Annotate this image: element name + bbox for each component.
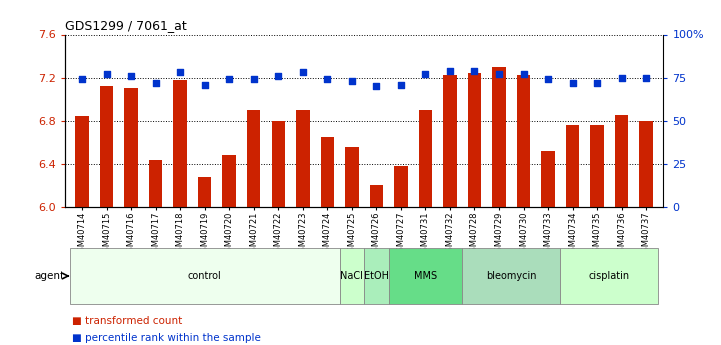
Bar [340,248,364,304]
Text: NaCl: NaCl [340,271,363,281]
Point [542,77,554,82]
Point [420,71,431,77]
Bar [389,248,462,304]
Point [469,68,480,73]
Point [395,82,407,87]
Text: EtOH: EtOH [364,271,389,281]
Point [101,71,112,77]
Text: bleomycin: bleomycin [486,271,536,281]
Bar [615,115,629,207]
Point [322,77,333,82]
Bar [590,125,604,207]
Bar [462,248,560,304]
Bar [296,110,309,207]
Bar [75,117,89,207]
Bar [566,125,579,207]
Point [150,80,162,86]
Point [640,75,652,80]
Bar [149,159,162,207]
Text: cisplatin: cisplatin [589,271,630,281]
Point [248,77,260,82]
Point [125,73,137,79]
Point [616,75,627,80]
Point [493,71,505,77]
Bar [345,147,358,207]
Point [371,83,382,89]
Bar [492,67,505,207]
Point [518,71,529,77]
Bar [443,76,456,207]
Text: MMS: MMS [414,271,437,281]
Text: GDS1299 / 7061_at: GDS1299 / 7061_at [65,19,187,32]
Point [346,78,358,84]
Bar [124,88,138,207]
Bar [468,73,481,207]
Bar [223,155,236,207]
Bar [272,121,285,207]
Point [297,70,309,75]
Text: ■ transformed count: ■ transformed count [72,316,182,326]
Bar [370,185,383,207]
Bar [419,110,432,207]
Point [273,73,284,79]
Point [591,80,603,86]
Bar [640,121,653,207]
Point [174,70,186,75]
Bar [541,151,554,207]
Point [224,77,235,82]
Bar [247,110,260,207]
Bar [517,76,530,207]
Point [76,77,88,82]
Bar [364,248,389,304]
Bar [321,137,334,207]
Point [199,82,211,87]
Bar [70,248,340,304]
Bar [560,248,658,304]
Bar [99,86,113,207]
Bar [198,177,211,207]
Text: ■ percentile rank within the sample: ■ percentile rank within the sample [72,333,261,343]
Point [444,68,456,73]
Bar [394,166,407,207]
Text: agent: agent [35,271,64,281]
Bar [174,80,187,207]
Text: control: control [187,271,221,281]
Point [567,80,578,86]
